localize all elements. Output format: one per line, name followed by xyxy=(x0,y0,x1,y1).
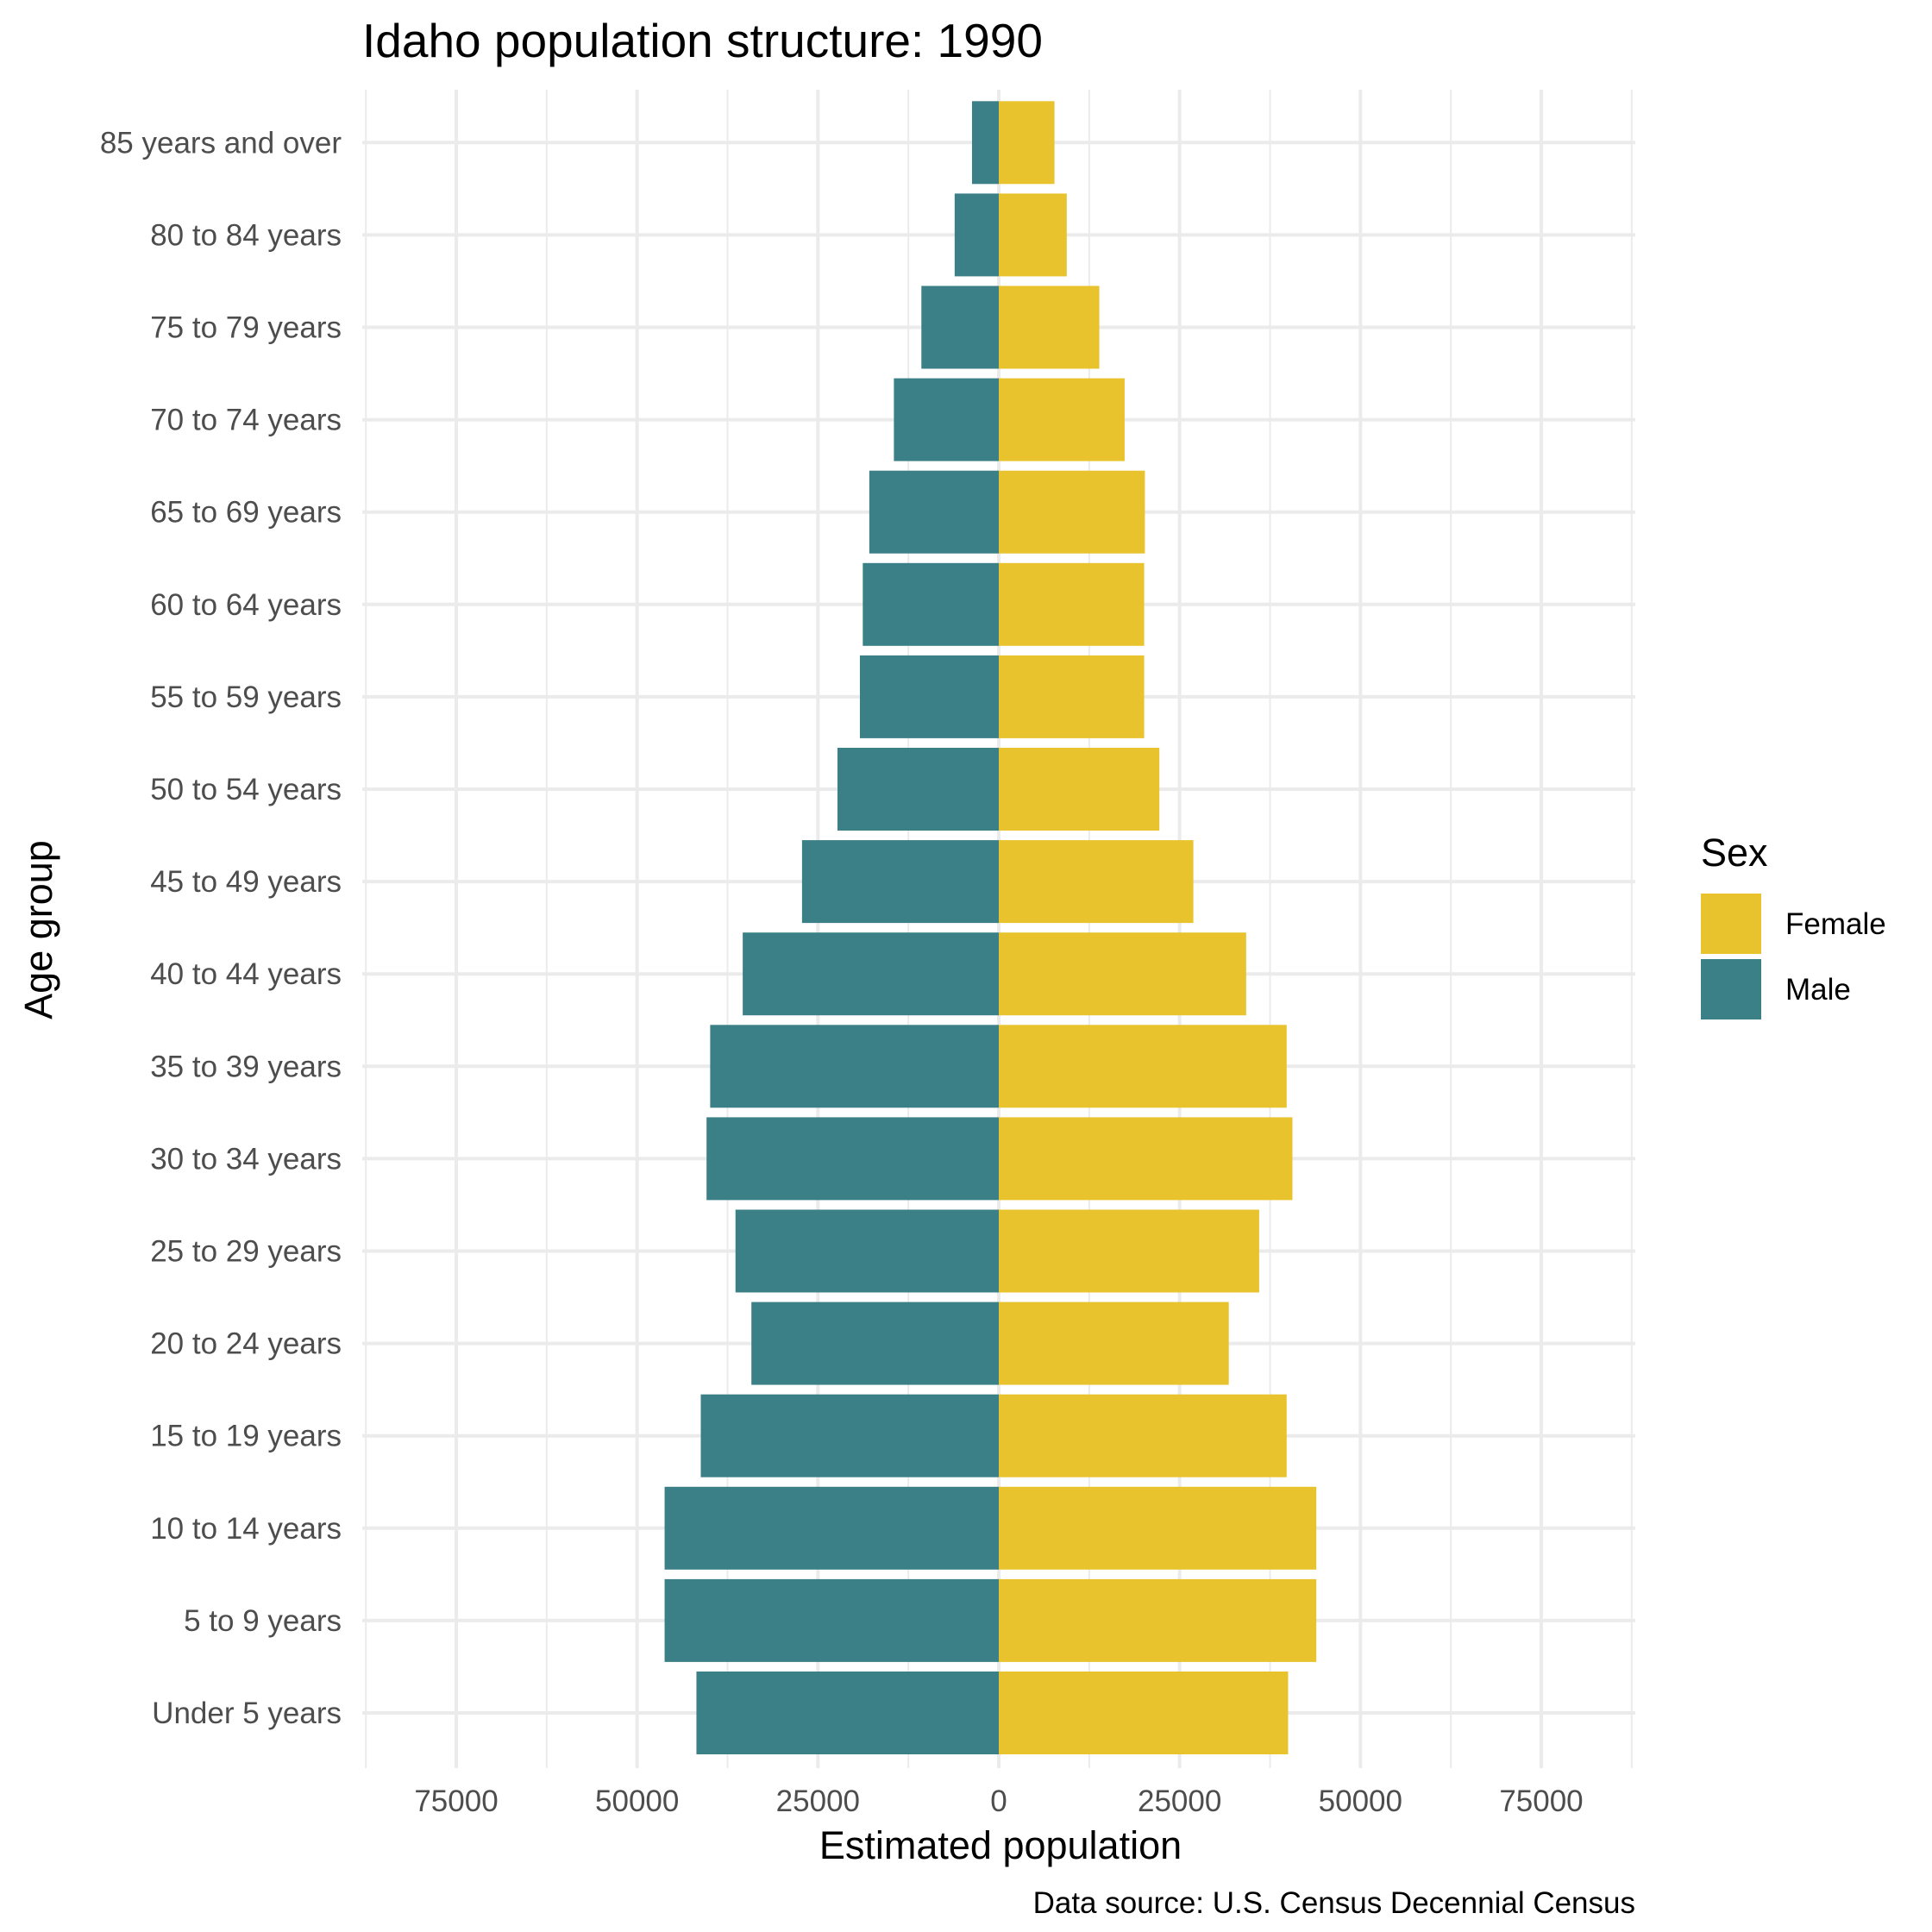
y-tick-label: 75 to 79 years xyxy=(150,311,342,345)
bar-male-35-to-39-years xyxy=(710,1025,999,1108)
x-axis-title: Estimated population xyxy=(819,1823,1182,1867)
bar-female-10-to-14-years xyxy=(999,1486,1317,1570)
legend: Sex Female Male xyxy=(1701,831,1886,1019)
bar-male-80-to-84-years xyxy=(954,193,999,277)
bar-male-75-to-79-years xyxy=(921,285,999,369)
y-tick-label: 50 to 54 years xyxy=(150,773,342,806)
x-tick-label: 75000 xyxy=(1499,1785,1583,1818)
bar-female-60-to-64-years xyxy=(999,562,1145,646)
x-tick-labels: 75000 50000 25000 0 25000 50000 75000 xyxy=(414,1785,1583,1818)
bar-male-55-to-59-years xyxy=(859,655,999,738)
y-tick-labels: Under 5 years 5 to 9 years 10 to 14 years 1… xyxy=(100,126,342,1730)
y-tick-label: 45 to 49 years xyxy=(150,865,342,899)
y-tick-label: 65 to 69 years xyxy=(150,496,342,530)
bar-female-40-to-44-years xyxy=(999,932,1246,1016)
bar-male-20-to-24-years xyxy=(751,1302,999,1385)
bar-male-under-5-years xyxy=(696,1672,999,1754)
bar-female-55-to-59-years xyxy=(999,655,1145,738)
bar-male-5-to-9-years xyxy=(664,1578,999,1662)
legend-label-female: Female xyxy=(1785,907,1886,941)
bar-female-20-to-24-years xyxy=(999,1302,1229,1385)
bar-female-25-to-29-years xyxy=(999,1209,1259,1293)
bar-male-30-to-34-years xyxy=(706,1117,999,1201)
y-tick-label: 70 to 74 years xyxy=(150,404,342,437)
bar-female-85-years-and-over xyxy=(999,101,1055,185)
x-tick-label: 25000 xyxy=(1138,1785,1221,1818)
legend-swatch-male xyxy=(1701,959,1761,1019)
legend-title: Sex xyxy=(1701,831,1768,875)
y-tick-label: 5 to 9 years xyxy=(184,1604,342,1638)
legend-swatch-female xyxy=(1701,894,1761,954)
bars xyxy=(664,101,1317,1754)
bar-female-65-to-69-years xyxy=(999,470,1145,554)
bar-male-45-to-49-years xyxy=(801,840,999,924)
bar-female-80-to-84-years xyxy=(999,193,1067,277)
chart-title: Idaho population structure: 1990 xyxy=(362,14,1043,67)
bar-male-60-to-64-years xyxy=(862,562,999,646)
bar-female-70-to-74-years xyxy=(999,378,1125,461)
bar-female-30-to-34-years xyxy=(999,1117,1293,1201)
y-tick-label: 25 to 29 years xyxy=(150,1235,342,1269)
bar-male-25-to-29-years xyxy=(735,1209,999,1293)
bar-female-5-to-9-years xyxy=(999,1578,1317,1662)
y-tick-label: 30 to 34 years xyxy=(150,1142,342,1176)
bar-male-70-to-74-years xyxy=(894,378,999,461)
y-tick-label: 15 to 19 years xyxy=(150,1420,342,1453)
legend-label-male: Male xyxy=(1785,973,1851,1007)
bar-female-under-5-years xyxy=(999,1672,1289,1754)
x-tick-label: 50000 xyxy=(595,1785,679,1818)
y-tick-label: 20 to 24 years xyxy=(150,1327,342,1361)
x-tick-label: 0 xyxy=(990,1785,1007,1818)
bar-female-15-to-19-years xyxy=(999,1394,1287,1477)
y-tick-label: 10 to 14 years xyxy=(150,1512,342,1546)
bar-female-45-to-49-years xyxy=(999,840,1194,924)
y-tick-label: 35 to 39 years xyxy=(150,1050,342,1083)
bar-male-10-to-14-years xyxy=(664,1486,999,1570)
bar-male-65-to-69-years xyxy=(869,470,999,554)
y-tick-label: 55 to 59 years xyxy=(150,681,342,714)
bar-male-85-years-and-over xyxy=(971,101,999,185)
x-tick-label: 50000 xyxy=(1319,1785,1402,1818)
y-axis-title: Age group xyxy=(16,840,60,1019)
bar-female-50-to-54-years xyxy=(999,748,1160,831)
y-tick-label: 85 years and over xyxy=(100,126,342,160)
y-tick-label: Under 5 years xyxy=(152,1697,342,1730)
bar-female-35-to-39-years xyxy=(999,1025,1287,1108)
bar-female-75-to-79-years xyxy=(999,285,1100,369)
y-tick-label: 40 to 44 years xyxy=(150,957,342,991)
bar-male-40-to-44-years xyxy=(743,932,999,1016)
y-tick-label: 80 to 84 years xyxy=(150,218,342,252)
y-tick-label: 60 to 64 years xyxy=(150,588,342,622)
x-tick-label: 25000 xyxy=(776,1785,860,1818)
x-tick-label: 75000 xyxy=(414,1785,498,1818)
bar-male-15-to-19-years xyxy=(700,1394,999,1477)
bar-male-50-to-54-years xyxy=(837,748,999,831)
data-source-caption: Data source: U.S. Census Decennial Censu… xyxy=(1033,1886,1635,1920)
